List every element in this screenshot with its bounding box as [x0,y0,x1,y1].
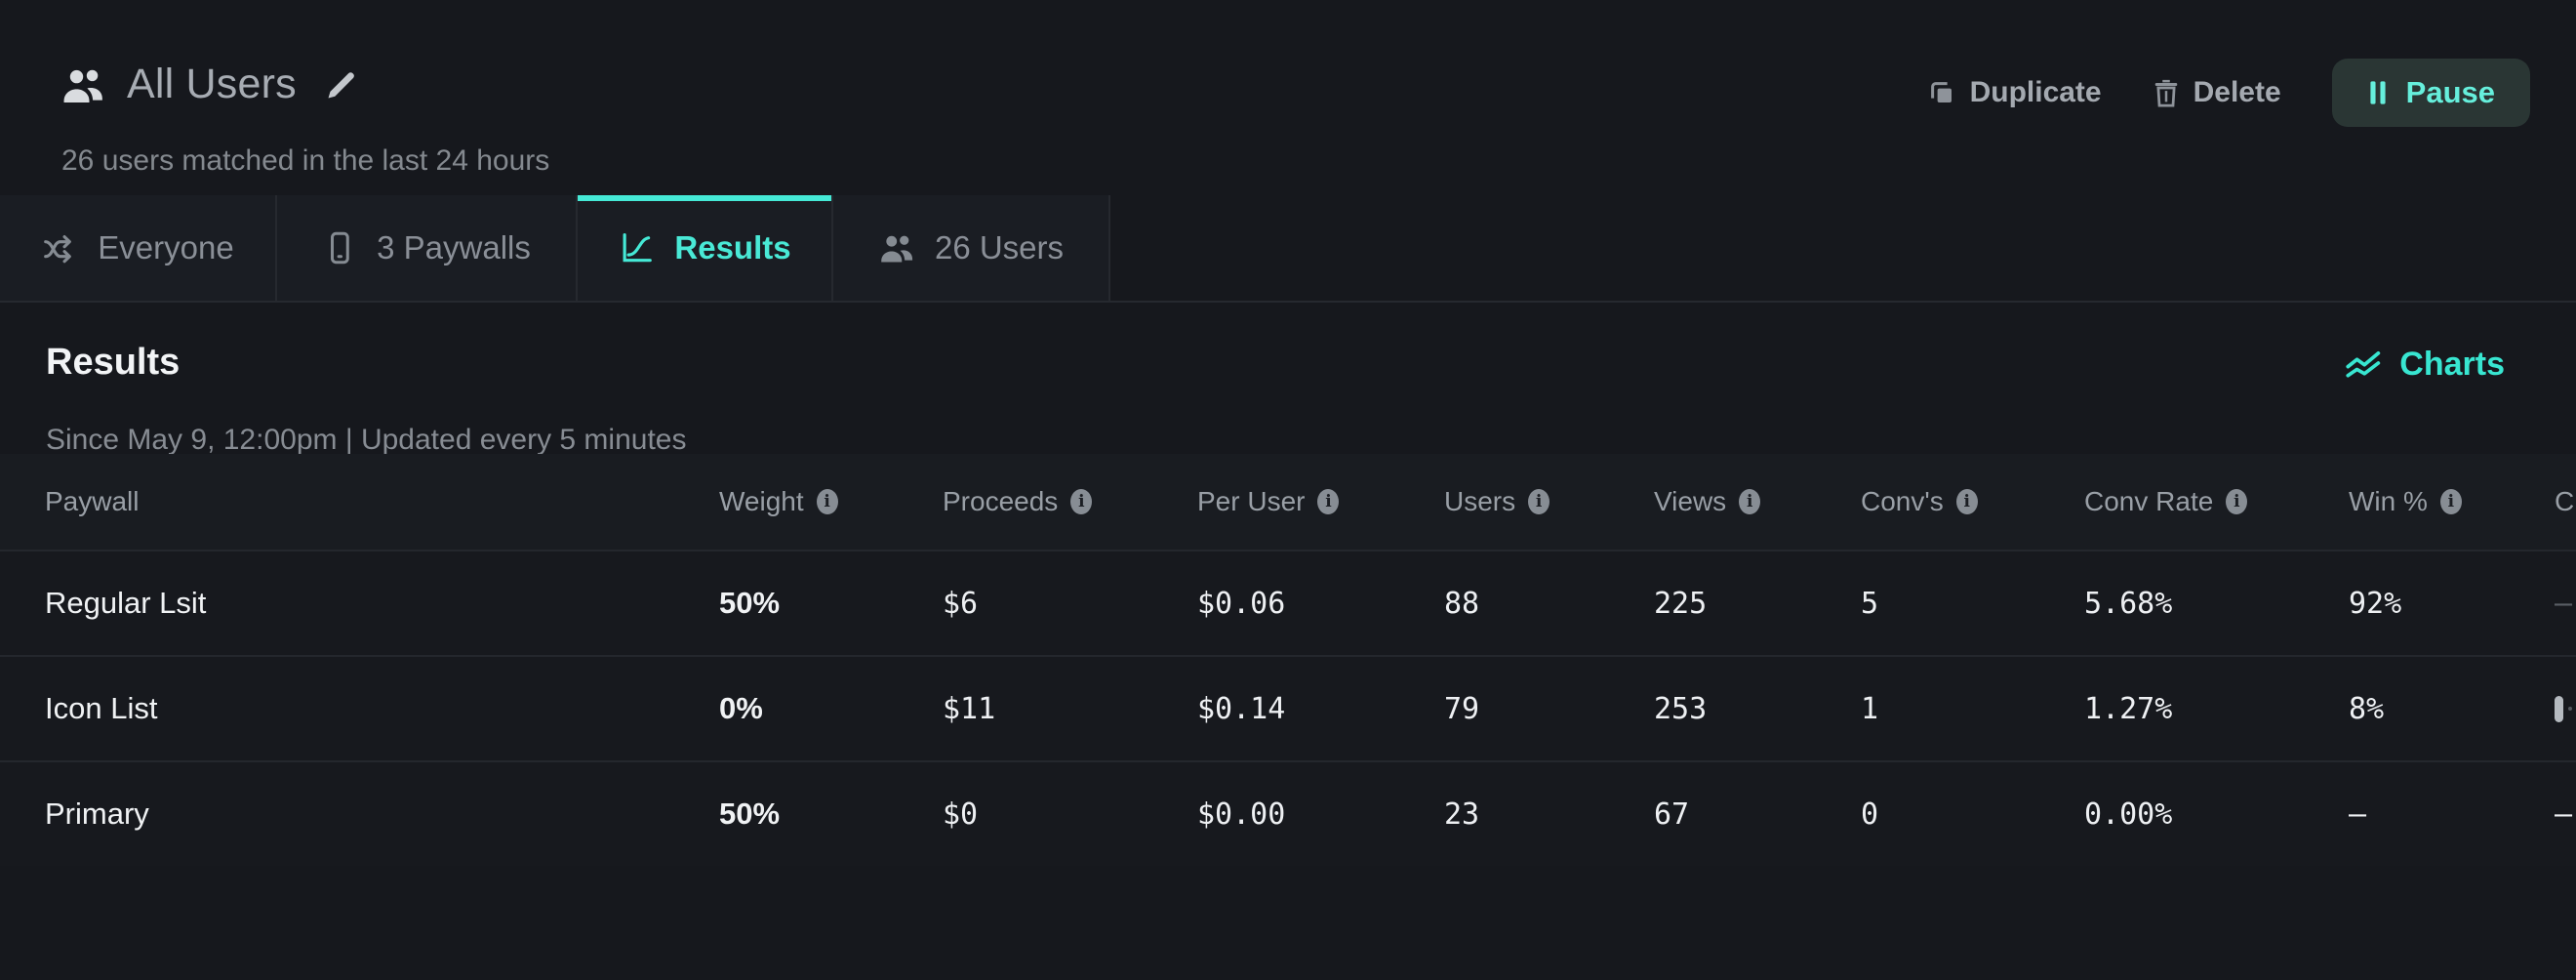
info-icon[interactable]: i [1955,489,1978,514]
matched-users-subtitle: 26 users matched in the last 24 hours [61,144,550,177]
column-header-convs: Conv's i [1861,454,1978,550]
results-table: Paywall Weight i Proceeds i Per User i User… [0,454,2576,866]
duplicate-button[interactable]: Duplicate [1927,76,2102,109]
weight-value: 50% [719,796,781,831]
page-header: All Users [60,61,359,108]
views-value: 253 [1654,691,1708,726]
info-icon[interactable]: i [2439,489,2462,514]
conv-rate-value: 5.68% [2084,586,2173,621]
pill-indicator [2555,695,2563,722]
page-title: All Users [127,61,297,107]
table-header-row: Paywall Weight i Proceeds i Per User i User… [0,454,2576,550]
convs-value: 1 [1861,691,1879,726]
column-header-conv-rate: Conv Rate i [2084,454,2248,550]
column-header-win: Win % i [2349,454,2462,550]
dotted-line [2568,707,2576,711]
header-actions: Duplicate Delete Pause [1927,59,2530,127]
tab-bar: Everyone 3 Paywalls Results [0,195,2576,303]
clipped-value: – [2555,586,2573,621]
delete-label: Delete [2193,76,2281,108]
win-value: 8% [2349,691,2385,726]
win-value: – [2349,796,2367,832]
paywall-name: Icon List [45,691,158,725]
tab-results[interactable]: Results [578,195,833,301]
duplicate-label: Duplicate [1969,76,2102,108]
proceeds-value: $6 [943,586,979,621]
weight-value: 50% [719,586,781,620]
users-value: 88 [1444,586,1480,621]
info-icon[interactable]: i [1070,489,1093,514]
edit-pencil-icon[interactable] [324,67,359,102]
delete-button[interactable]: Delete [2153,76,2281,109]
tab-label: Everyone [98,229,234,265]
users-icon [60,64,105,105]
info-icon[interactable]: i [1317,489,1340,514]
proceeds-value: $0 [943,796,979,832]
table-row[interactable]: Icon List 0% $11 $0.14 79 253 1 1.27% 8% [0,655,2576,760]
pause-button[interactable]: Pause [2331,59,2530,127]
charts-icon [2343,344,2384,385]
table-row[interactable]: Regular Lsit 50% $6 $0.06 88 225 5 5.68%… [0,550,2576,655]
conv-rate-value: 0.00% [2084,796,2173,832]
table-row[interactable]: Primary 50% $0 $0.00 23 67 0 0.00% – – [0,760,2576,866]
per-user-value: $0.00 [1197,796,1286,832]
pause-label: Pause [2405,75,2495,109]
tab-label: Results [674,229,791,265]
column-header-weight: Weight i [719,454,838,550]
phone-icon [322,229,357,266]
tab-everyone[interactable]: Everyone [0,195,277,301]
win-value: 92% [2349,586,2402,621]
tab-users[interactable]: 26 Users [833,195,1110,301]
users-icon [878,231,915,265]
info-icon[interactable]: i [1739,489,1761,514]
duplicate-icon [1927,78,1956,107]
clipped-value: – [2555,796,2573,832]
proceeds-value: $11 [943,691,996,726]
charts-label: Charts [2399,345,2505,383]
users-value: 79 [1444,691,1480,726]
conv-rate-value: 1.27% [2084,691,2173,726]
per-user-value: $0.14 [1197,691,1286,726]
paywall-name: Primary [45,796,149,831]
convs-value: 0 [1861,796,1879,832]
tab-paywalls[interactable]: 3 Paywalls [277,195,578,301]
users-value: 23 [1444,796,1480,832]
results-subheading: Since May 9, 12:00pm | Updated every 5 m… [46,424,687,456]
views-value: 225 [1654,586,1708,621]
charts-button[interactable]: Charts [2343,344,2505,385]
column-header-users: Users i [1444,454,1550,550]
pause-icon [2367,79,2389,106]
paywall-name: Regular Lsit [45,586,207,620]
column-header-proceeds: Proceeds i [943,454,1093,550]
split-arrows-icon [41,229,78,266]
info-icon[interactable]: i [2226,489,2248,514]
tab-label: 3 Paywalls [377,229,531,265]
info-icon[interactable]: i [1528,489,1550,514]
results-heading: Results [46,342,181,383]
tab-label: 26 Users [934,229,1065,265]
column-header-per-user: Per User i [1197,454,1340,550]
trash-icon [2153,78,2180,107]
weight-value: 0% [719,691,763,725]
column-header-paywall: Paywall [45,486,140,516]
column-header-clipped: C [2555,486,2575,516]
per-user-value: $0.06 [1197,586,1286,621]
clipped-indicator [2555,657,2576,760]
info-icon[interactable]: i [816,489,838,514]
views-value: 67 [1654,796,1690,832]
results-chart-icon [618,229,655,266]
column-header-views: Views i [1654,454,1761,550]
convs-value: 5 [1861,586,1879,621]
